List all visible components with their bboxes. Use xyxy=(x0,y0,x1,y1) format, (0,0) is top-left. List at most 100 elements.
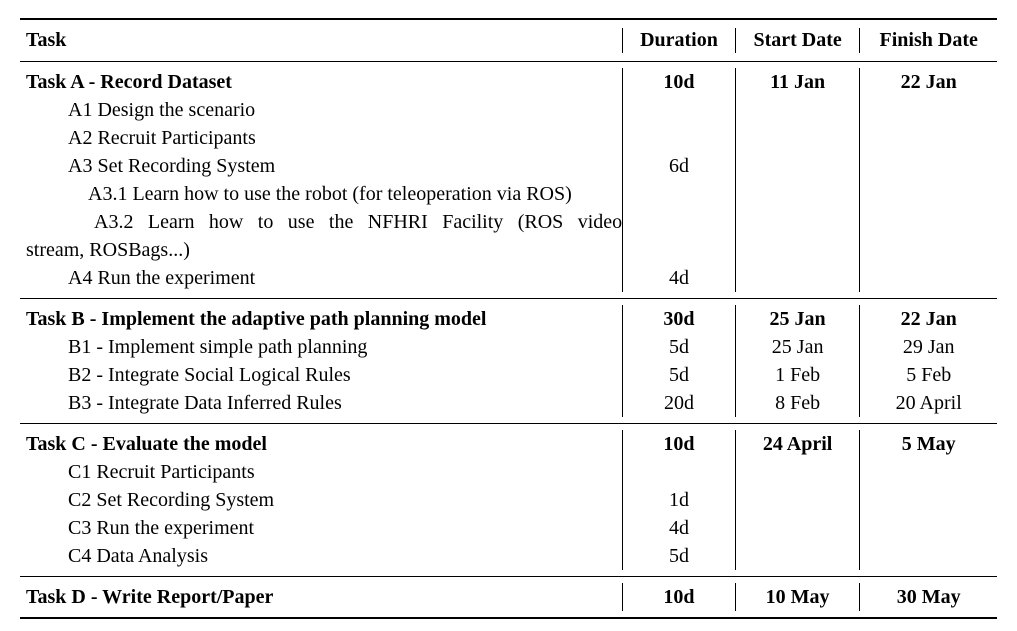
subtask-a3-start xyxy=(734,152,860,180)
subtask-c2-finish xyxy=(859,486,997,514)
subtask-a4-start xyxy=(734,264,860,292)
task-b-start: 25 Jan xyxy=(734,305,860,333)
header-start-date: Start Date xyxy=(734,28,860,53)
subtask-a4-duration: 4d xyxy=(622,264,735,292)
subtask-c4-duration: 5d xyxy=(622,542,735,570)
subtask-b2-start: 1 Feb xyxy=(734,361,860,389)
subtask-c3-name: C3 Run the experiment xyxy=(68,517,255,539)
task-c-rule xyxy=(20,576,997,577)
subtask-a1-row: A1 Design the scenario xyxy=(20,96,997,124)
header-row: Task Duration Start Date Finish Date xyxy=(20,20,997,61)
subtask-b1-start: 25 Jan xyxy=(734,333,860,361)
subtask-c4-name: C4 Data Analysis xyxy=(68,545,208,567)
task-a-row: Task A - Record Dataset 10d 11 Jan 22 Ja… xyxy=(20,68,997,96)
subtask-a1-start xyxy=(734,96,860,124)
task-a-group: Task A - Record Dataset 10d 11 Jan 22 Ja… xyxy=(20,62,997,298)
subtask-c1-name: C1 Recruit Participants xyxy=(68,461,255,483)
task-d-start: 10 May xyxy=(734,583,860,611)
subtask-a2-row: A2 Recruit Participants xyxy=(20,124,997,152)
subtask-c2-name: C2 Set Recording System xyxy=(68,489,275,511)
subtask-c3-start xyxy=(734,514,860,542)
subtask-a2-duration xyxy=(622,124,735,152)
task-c-row: Task C - Evaluate the model 10d 24 April… xyxy=(20,430,997,458)
subtask-a2-finish xyxy=(859,124,997,152)
subtask-c4-start xyxy=(734,542,860,570)
task-d-row: Task D - Write Report/Paper 10d 10 May 3… xyxy=(20,583,997,611)
subtask-c3-row: C3 Run the experiment 4d xyxy=(20,514,997,542)
subtask-c1-start xyxy=(734,458,860,486)
subtask-a4-name: A4 Run the experiment xyxy=(68,267,256,289)
subtask-a3-name: A3 Set Recording System xyxy=(68,155,276,177)
task-d-group: Task D - Write Report/Paper 10d 10 May 3… xyxy=(20,577,997,617)
subtask-a3-1-name: A3.1 Learn how to use the robot (for tel… xyxy=(88,183,572,205)
subtask-a4-row: A4 Run the experiment 4d xyxy=(20,264,997,292)
subtask-a3-2-start xyxy=(734,208,860,264)
task-c-group: Task C - Evaluate the model 10d 24 April… xyxy=(20,424,997,576)
task-a-start: 11 Jan xyxy=(734,68,860,96)
top-rule xyxy=(20,18,997,20)
subtask-a3-1-duration xyxy=(622,180,735,208)
subtask-c4-finish xyxy=(859,542,997,570)
subtask-b3-start: 8 Feb xyxy=(734,389,860,417)
subtask-a3-2-duration xyxy=(622,208,735,264)
subtask-c2-duration: 1d xyxy=(622,486,735,514)
subtask-c3-finish xyxy=(859,514,997,542)
subtask-b1-row: B1 - Implement simple path planning 5d 2… xyxy=(20,333,997,361)
subtask-a3-1-row: A3.1 Learn how to use the robot (for tel… xyxy=(20,180,997,208)
subtask-b3-row: B3 - Integrate Data Inferred Rules 20d 8… xyxy=(20,389,997,417)
header-finish-date: Finish Date xyxy=(859,28,997,53)
subtask-b2-duration: 5d xyxy=(622,361,735,389)
task-c-name: Task C - Evaluate the model xyxy=(26,433,267,455)
task-b-name: Task B - Implement the adaptive path pla… xyxy=(26,308,487,330)
task-a-rule xyxy=(20,298,997,299)
subtask-a2-start xyxy=(734,124,860,152)
task-d-name: Task D - Write Report/Paper xyxy=(26,586,274,608)
subtask-a3-duration: 6d xyxy=(622,152,735,180)
subtask-a4-finish xyxy=(859,264,997,292)
header-duration: Duration xyxy=(622,28,735,53)
task-a-finish: 22 Jan xyxy=(859,68,997,96)
schedule-table: Task Duration Start Date Finish Date Tas… xyxy=(20,18,997,619)
task-b-group: Task B - Implement the adaptive path pla… xyxy=(20,299,997,423)
task-d-finish: 30 May xyxy=(859,583,997,611)
subtask-a3-2-finish xyxy=(859,208,997,264)
subtask-a3-1-finish xyxy=(859,180,997,208)
subtask-a3-2-line2: stream, ROSBags...) xyxy=(26,239,190,261)
subtask-a1-name: A1 Design the scenario xyxy=(68,99,256,121)
subtask-a2-name: A2 Recruit Participants xyxy=(68,127,256,149)
subtask-a3-2-row: A3.2 Learn how to use the NFHRI Facility… xyxy=(20,208,997,264)
subtask-b2-finish: 5 Feb xyxy=(859,361,997,389)
subtask-c1-finish xyxy=(859,458,997,486)
subtask-b1-finish: 29 Jan xyxy=(859,333,997,361)
subtask-a1-duration xyxy=(622,96,735,124)
subtask-c1-duration xyxy=(622,458,735,486)
subtask-a3-2-line1: A3.2 Learn how to use the NFHRI Facility… xyxy=(94,211,623,233)
subtask-c2-start xyxy=(734,486,860,514)
subtask-b3-name: B3 - Integrate Data Inferred Rules xyxy=(68,392,342,414)
subtask-b3-finish: 20 April xyxy=(859,389,997,417)
bottom-rule xyxy=(20,617,997,619)
subtask-c4-row: C4 Data Analysis 5d xyxy=(20,542,997,570)
subtask-b2-name: B2 - Integrate Social Logical Rules xyxy=(68,364,351,386)
task-b-row: Task B - Implement the adaptive path pla… xyxy=(20,305,997,333)
subtask-c2-row: C2 Set Recording System 1d xyxy=(20,486,997,514)
header-rule xyxy=(20,61,997,62)
task-b-rule xyxy=(20,423,997,424)
subtask-a3-2-cell: A3.2 Learn how to use the NFHRI Facility… xyxy=(20,208,622,264)
header-task: Task xyxy=(26,29,67,51)
subtask-a3-1-start xyxy=(734,180,860,208)
task-c-finish: 5 May xyxy=(859,430,997,458)
task-a-duration: 10d xyxy=(622,68,735,96)
subtask-a3-finish xyxy=(859,152,997,180)
subtask-c1-row: C1 Recruit Participants xyxy=(20,458,997,486)
subtask-b1-duration: 5d xyxy=(622,333,735,361)
subtask-c3-duration: 4d xyxy=(622,514,735,542)
task-b-finish: 22 Jan xyxy=(859,305,997,333)
subtask-b2-row: B2 - Integrate Social Logical Rules 5d 1… xyxy=(20,361,997,389)
subtask-a3-row: A3 Set Recording System 6d xyxy=(20,152,997,180)
task-a-name: Task A - Record Dataset xyxy=(26,71,232,93)
subtask-b1-name: B1 - Implement simple path planning xyxy=(68,336,368,358)
subtask-a1-finish xyxy=(859,96,997,124)
task-b-duration: 30d xyxy=(622,305,735,333)
task-d-duration: 10d xyxy=(622,583,735,611)
